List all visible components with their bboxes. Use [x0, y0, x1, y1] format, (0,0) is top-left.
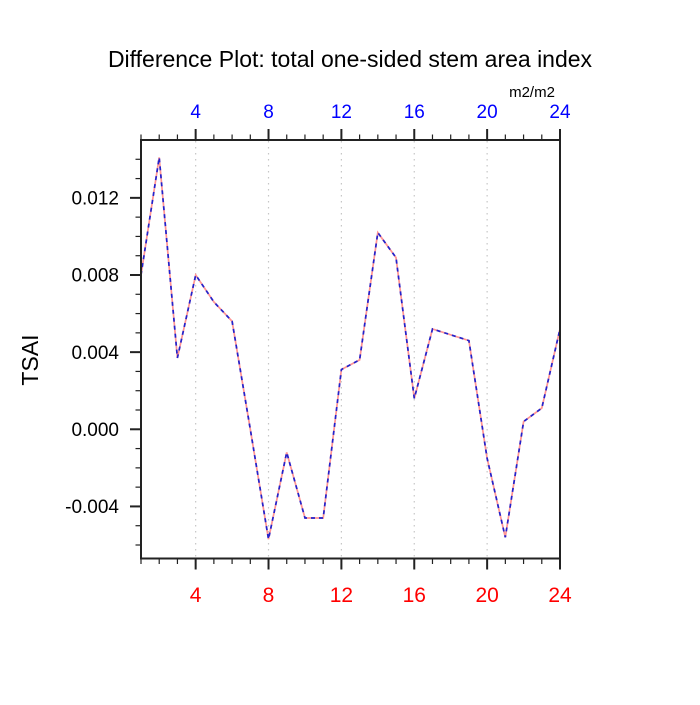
- bottom-tick-label: 20: [475, 584, 498, 607]
- y-tick-label: -0.004: [65, 497, 119, 518]
- top-tick-label: 20: [477, 102, 498, 123]
- top-tick-label: 16: [404, 102, 425, 123]
- bottom-tick-label: 4: [190, 584, 202, 607]
- top-tick-label: 12: [331, 102, 352, 123]
- top-axis-unit-label: m2/m2: [509, 84, 555, 101]
- chart-title: Difference Plot: total one-sided stem ar…: [108, 46, 593, 72]
- series-line-dash: [140, 157, 561, 540]
- series-line-base: [140, 157, 561, 540]
- bottom-tick-label: 16: [403, 584, 426, 607]
- y-tick-label: 0.004: [71, 343, 119, 364]
- top-tick-label: 4: [190, 102, 201, 123]
- y-axis-title: TSAI: [17, 334, 43, 385]
- bottom-tick-label: 24: [548, 584, 572, 607]
- bottom-tick-label: 8: [263, 584, 275, 607]
- y-tick-label: 0.000: [71, 420, 119, 441]
- plot-area: 4 4 8 8 12 12 16 16 20 20 24 24 -0.004 0.000 0.004 0.00…: [65, 102, 572, 607]
- y-tick-label: 0.008: [71, 266, 119, 287]
- plot-frame: [140, 139, 561, 560]
- top-tick-label: 24: [549, 102, 571, 123]
- top-tick-label: 8: [263, 102, 274, 123]
- bottom-tick-label: 12: [330, 584, 353, 607]
- y-tick-label: 0.012: [71, 189, 119, 210]
